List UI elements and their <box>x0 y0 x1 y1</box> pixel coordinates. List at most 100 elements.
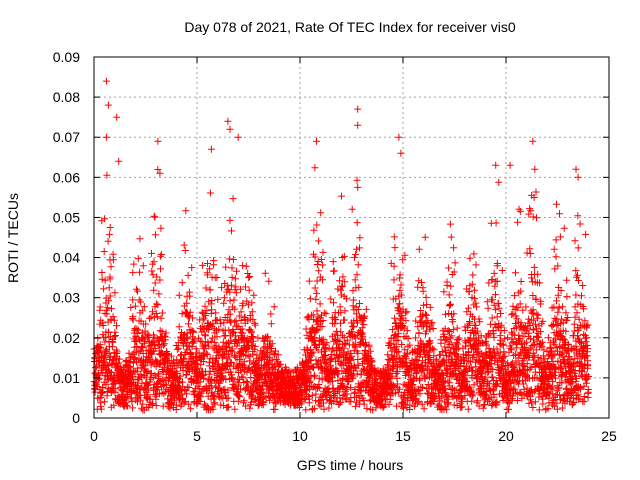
data-point <box>563 293 571 301</box>
data-point <box>183 329 191 337</box>
data-point <box>156 361 164 369</box>
data-point <box>424 381 432 388</box>
data-point <box>245 286 253 294</box>
data-point <box>210 257 218 265</box>
data-point <box>317 209 325 217</box>
y-tick-label: 0.06 <box>53 169 80 185</box>
data-point <box>188 343 196 351</box>
data-point <box>139 262 147 270</box>
data-point <box>178 279 186 287</box>
data-point <box>239 329 247 337</box>
data-point <box>186 292 194 300</box>
data-point <box>227 347 235 354</box>
data-point <box>233 267 240 275</box>
data-point <box>150 286 158 294</box>
data-point <box>116 355 124 363</box>
data-point <box>154 137 162 145</box>
data-point <box>447 233 455 241</box>
data-point <box>337 286 345 294</box>
data-point <box>216 316 224 324</box>
y-tick-label: 0.08 <box>53 89 80 105</box>
data-point <box>97 405 105 413</box>
data-point <box>217 320 225 328</box>
data-point <box>311 284 319 292</box>
data-point <box>137 298 145 306</box>
data-point <box>192 352 200 360</box>
data-point <box>94 334 102 342</box>
data-point <box>237 317 245 324</box>
data-point <box>204 339 212 346</box>
data-point <box>315 374 323 382</box>
data-point <box>415 329 423 337</box>
data-point <box>188 264 196 272</box>
data-point <box>214 352 222 359</box>
data-point <box>530 263 538 271</box>
data-point <box>309 363 317 371</box>
data-point <box>104 237 112 245</box>
data-point <box>101 398 109 406</box>
data-point <box>243 368 251 376</box>
data-point <box>210 400 218 408</box>
data-point <box>190 336 198 344</box>
data-point <box>95 376 103 384</box>
data-point <box>356 234 364 242</box>
data-point <box>445 264 453 272</box>
data-point <box>185 384 193 391</box>
data-point <box>149 271 157 279</box>
data-point <box>554 262 562 270</box>
data-point <box>311 371 319 379</box>
data-point <box>250 291 258 299</box>
data-point <box>122 357 130 364</box>
data-point <box>162 329 170 337</box>
data-point <box>209 364 217 372</box>
data-point <box>173 356 181 364</box>
data-point <box>140 303 148 311</box>
data-point <box>115 157 123 165</box>
data-point <box>466 254 474 262</box>
data-point <box>225 306 233 314</box>
data-point <box>134 326 142 334</box>
data-point <box>216 379 224 387</box>
data-point <box>421 233 429 241</box>
data-point <box>310 405 318 413</box>
data-point <box>202 284 210 292</box>
data-point <box>206 265 214 273</box>
data-point <box>263 334 271 342</box>
data-point <box>235 392 243 400</box>
data-point <box>151 371 159 379</box>
data-point <box>108 305 115 313</box>
data-point <box>181 247 189 254</box>
data-point <box>226 216 234 224</box>
data-point <box>232 283 240 291</box>
data-point <box>572 165 580 173</box>
data-point <box>164 351 172 358</box>
data-point <box>199 261 207 269</box>
data-point <box>469 271 477 279</box>
data-point <box>337 319 344 327</box>
data-point <box>529 137 537 145</box>
data-point <box>574 244 582 252</box>
data-point <box>494 299 502 307</box>
data-point <box>525 315 533 323</box>
data-point <box>239 373 247 381</box>
data-point <box>134 398 141 406</box>
data-point <box>313 289 321 297</box>
data-point <box>187 405 195 413</box>
data-point <box>403 327 411 335</box>
data-point <box>143 373 151 381</box>
data-point <box>268 345 275 352</box>
data-point <box>126 358 134 366</box>
data-point <box>129 269 137 277</box>
data-point <box>101 215 109 223</box>
data-point <box>246 311 254 319</box>
data-point <box>208 306 216 314</box>
data-point <box>353 219 361 227</box>
data-point <box>180 241 188 249</box>
data-point <box>154 301 162 309</box>
data-point <box>113 113 121 121</box>
y-tick-label: 0.05 <box>53 209 80 225</box>
data-point <box>447 300 454 308</box>
data-point <box>152 300 160 308</box>
data-point <box>271 350 279 358</box>
data-point <box>268 340 276 348</box>
